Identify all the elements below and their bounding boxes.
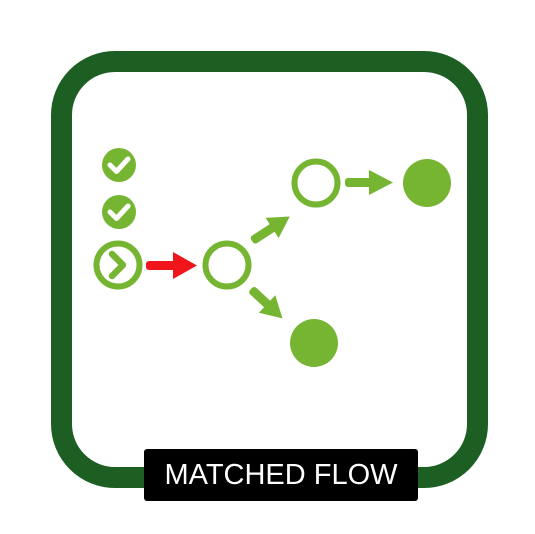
upper-end-arrow-icon [345,170,393,195]
matched-arrow-icon [146,252,197,279]
upper-end-node-icon [403,159,451,207]
check-circle-icon [102,148,136,182]
chevron-right-circle-icon [93,240,143,290]
check-circle-icon [102,195,136,229]
lower-end-node-icon [290,319,338,367]
upper-node-icon [291,158,341,208]
matched-flow-label: MATCHED FLOW [144,449,418,501]
upper-branch-arrow-icon [250,216,290,244]
branch-node-icon [202,240,252,290]
lower-branch-arrow-icon [249,286,283,319]
